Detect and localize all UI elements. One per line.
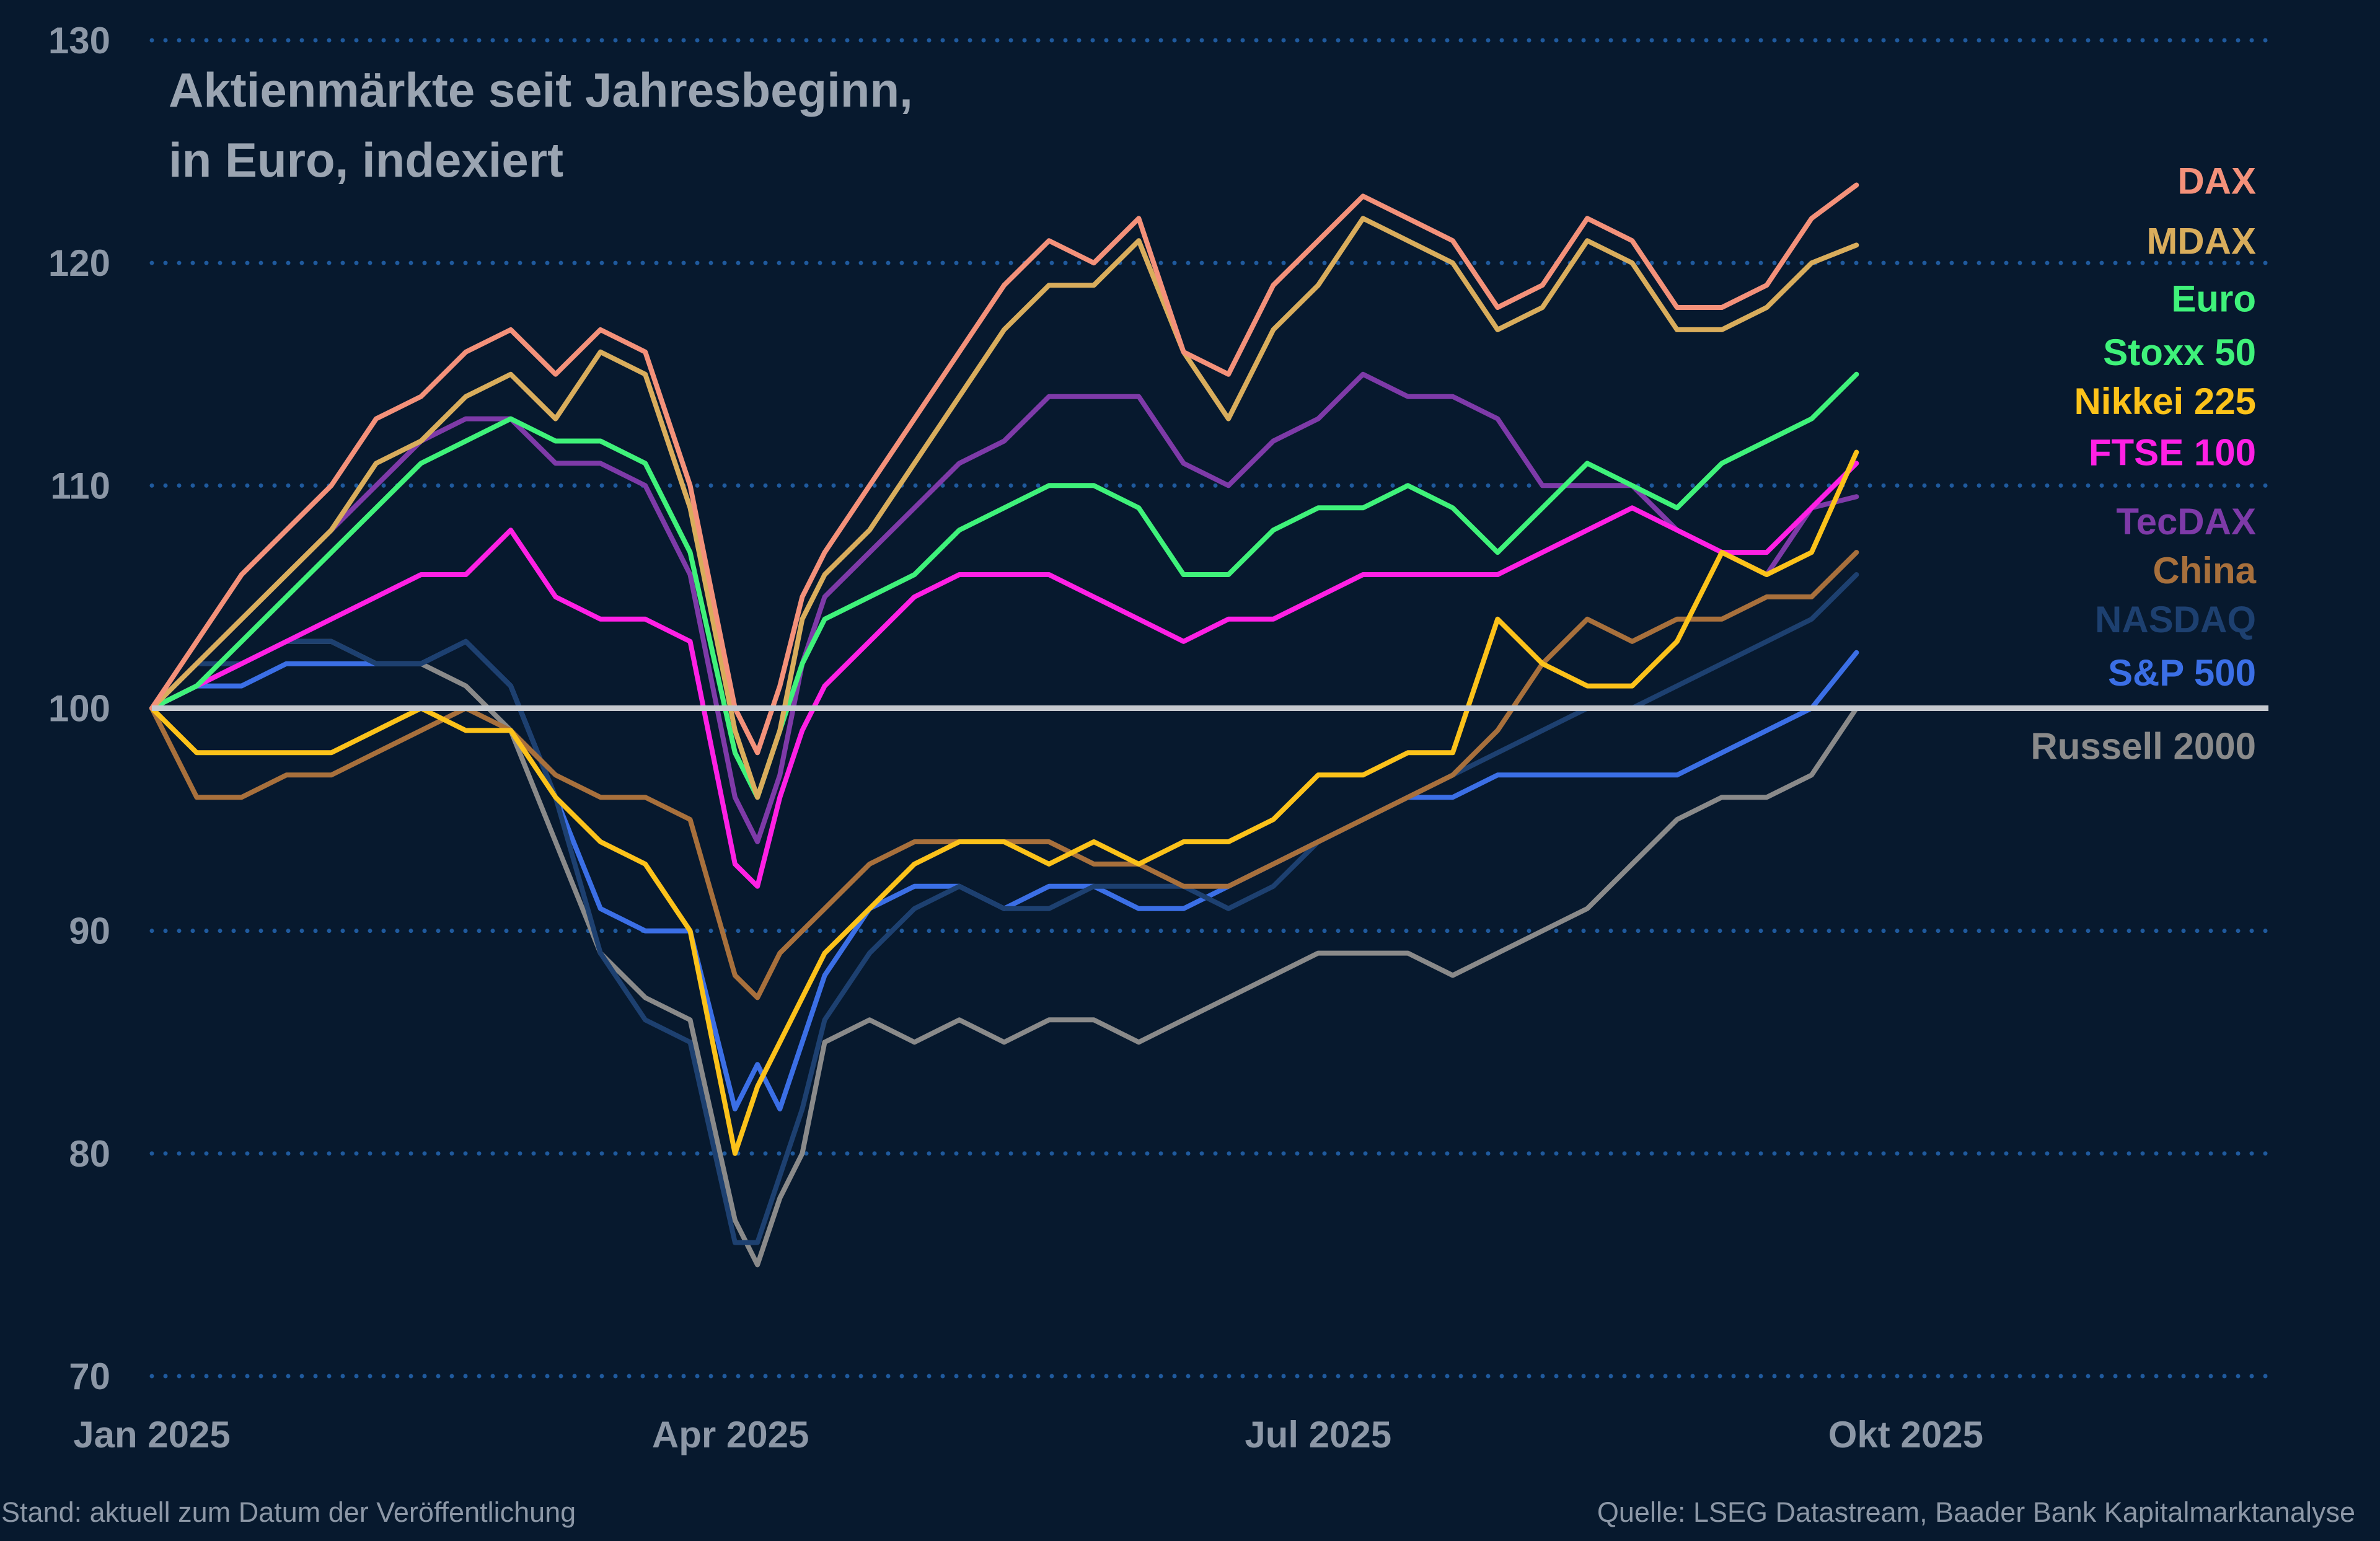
x-tick-label-jan-2025: Jan 2025 (73, 1414, 231, 1455)
legend-label-china: China (2153, 550, 2256, 591)
legend-label-sandp-500: S&P 500 (2108, 652, 2256, 694)
series-line-euro-stoxx-50 (149, 371, 1859, 800)
series-line-nasdaq (149, 572, 1859, 1245)
series-line-tecdax (149, 371, 1859, 844)
y-tick-label-100: 100 (48, 688, 110, 730)
chart-title-line-2: in Euro, indexiert (169, 133, 563, 187)
x-tick-label-jul-2025: Jul 2025 (1245, 1414, 1391, 1455)
footer-left: Stand: aktuell zum Datum der Veröffentli… (1, 1496, 576, 1528)
y-axis-ticks: 70 80 90 100 110 120 130 (48, 20, 110, 1397)
x-tick-label-okt-2025: Okt 2025 (1828, 1414, 1983, 1455)
x-tick-label-apr-2025: Apr 2025 (652, 1414, 809, 1455)
y-tick-label-80: 80 (69, 1133, 110, 1175)
series-line-nikkei-225 (149, 449, 1859, 1156)
x-axis-ticks: Jan 2025 Apr 2025 Jul 2025 Okt 2025 (73, 1414, 1983, 1455)
legend-label-russell-2000: Russell 2000 (2030, 726, 2256, 767)
y-tick-label-70: 70 (69, 1356, 110, 1397)
legend: DAX MDAX Euro Stoxx 50 Nikkei 225 FTSE 100 Tec… (2030, 160, 2256, 767)
series-line-sandp-500 (149, 638, 1859, 1111)
legend-label-tecdax: TecDAX (2116, 501, 2256, 542)
series-line-mdax (149, 216, 1859, 800)
y-tick-label-110: 110 (50, 465, 110, 506)
legend-label-euro: Euro (2171, 278, 2256, 320)
legend-label-dax: DAX (2177, 160, 2256, 201)
legend-label-ftse-100: FTSE 100 (2089, 431, 2256, 473)
legend-label-nasdaq: NASDAQ (2095, 599, 2256, 640)
legend-label-stoxx-50: Stoxx 50 (2103, 332, 2256, 373)
series-lines (149, 182, 1859, 1268)
legend-label-mdax: MDAX (2146, 220, 2256, 262)
series-line-dax (149, 182, 1859, 756)
y-tick-label-120: 120 (48, 242, 110, 284)
legend-label-nikkei-225: Nikkei 225 (2074, 381, 2256, 422)
series-line-ftse-100 (149, 461, 1859, 889)
y-tick-label-90: 90 (69, 911, 110, 952)
gridlines (149, 38, 2271, 1379)
y-tick-label-130: 130 (48, 20, 110, 61)
chart-title-line-1: Aktienmärkte seit Jahresbeginn, (169, 63, 913, 117)
footer-right: Quelle: LSEG Datastream, Baader Bank Kap… (1597, 1496, 2355, 1528)
series-line-russell-2000 (149, 638, 1859, 1268)
